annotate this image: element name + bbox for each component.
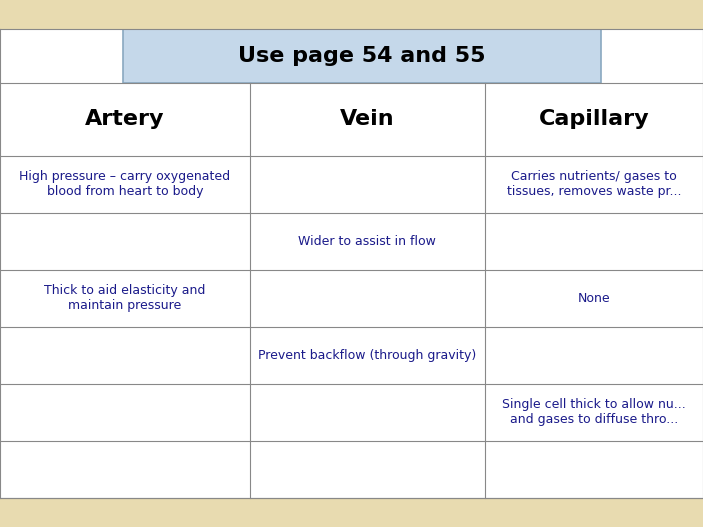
Text: Use page 54 and 55: Use page 54 and 55 (238, 46, 486, 66)
Bar (0, 0, 703, 29)
Text: Thick to aid elasticity and
maintain pressure: Thick to aid elasticity and maintain pre… (44, 284, 205, 313)
Text: Wider to assist in flow: Wider to assist in flow (298, 235, 437, 248)
Text: Artery: Artery (85, 109, 165, 129)
Bar (0, 29, 703, 498)
Text: Prevent backflow (through gravity): Prevent backflow (through gravity) (258, 349, 477, 362)
Text: Vein: Vein (340, 109, 394, 129)
Text: None: None (578, 292, 610, 305)
Text: Carries nutrients/ gases to
tissues, removes waste pr...: Carries nutrients/ gases to tissues, rem… (507, 170, 681, 198)
Text: Single cell thick to allow nu...
and gases to diffuse thro...: Single cell thick to allow nu... and gas… (502, 398, 686, 426)
Bar (0, 498, 703, 527)
Text: High pressure – carry oxygenated
blood from heart to body: High pressure – carry oxygenated blood f… (19, 170, 231, 198)
Text: Capillary: Capillary (538, 109, 650, 129)
Bar (123, 29, 601, 83)
